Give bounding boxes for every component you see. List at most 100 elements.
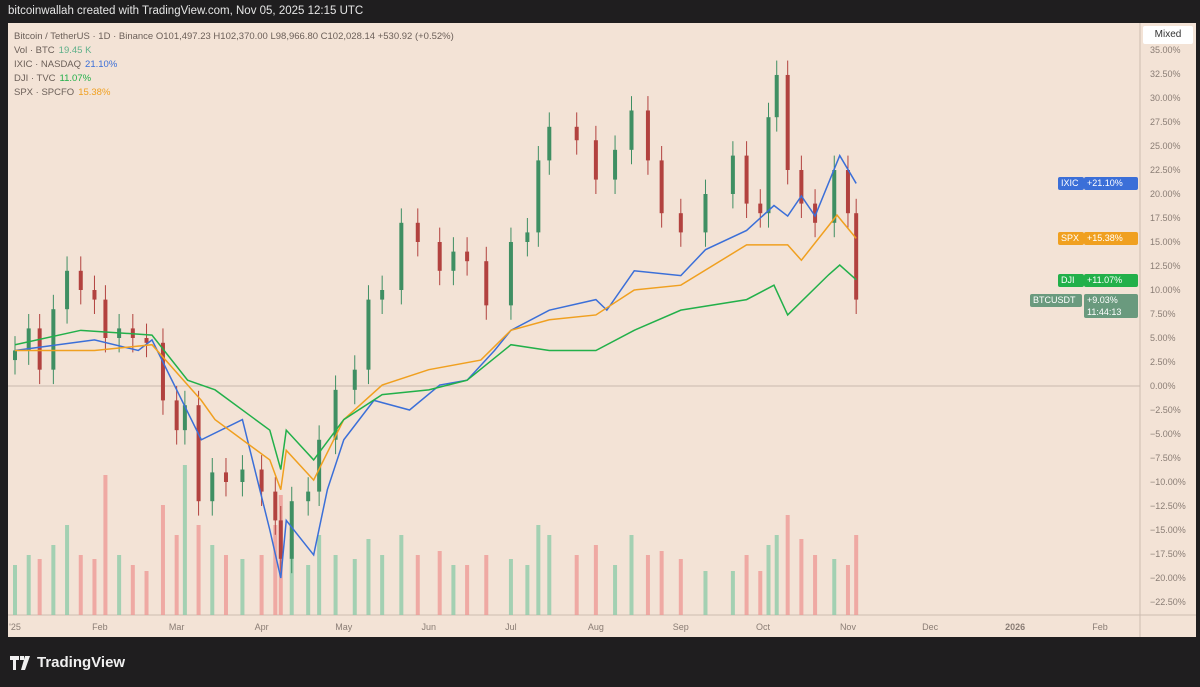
- y-tick-label: 10.00%: [1150, 285, 1181, 295]
- candle-body: [380, 290, 385, 300]
- legend-row-dji: DJI · TVC 11.07%: [14, 72, 454, 86]
- candle-body: [766, 117, 771, 214]
- candle-body: [678, 213, 683, 233]
- volume-bar: [678, 559, 683, 615]
- candle-body: [223, 472, 228, 482]
- candle-body: [92, 290, 97, 300]
- candle-body: [306, 491, 311, 502]
- volume-bar: [547, 535, 552, 615]
- y-tick-label: −20.00%: [1150, 573, 1186, 583]
- y-tick-label: −5.00%: [1150, 429, 1181, 439]
- volume-bar: [437, 551, 442, 615]
- legend-row-ixic: IXIC · NASDAQ 21.10%: [14, 58, 454, 72]
- candle-body: [854, 213, 859, 300]
- volume-bar: [659, 551, 664, 615]
- candle-body: [774, 74, 779, 118]
- y-tick-label: 17.50%: [1150, 213, 1181, 223]
- volume-bar: [117, 555, 122, 615]
- x-tick-label: Apr: [255, 622, 269, 632]
- volume-bar: [160, 505, 165, 615]
- volume-bar: [366, 539, 371, 615]
- volume-bar: [352, 559, 357, 615]
- volume-bar: [103, 475, 108, 615]
- candle-body: [273, 491, 278, 521]
- candle-body: [730, 155, 735, 194]
- x-tick-label: Dec: [922, 622, 939, 632]
- series-name-label: DJI: [1058, 273, 1084, 287]
- y-tick-label: 12.50%: [1150, 261, 1181, 271]
- candle-body: [259, 469, 264, 492]
- x-tick-label: Feb: [92, 622, 108, 632]
- candle-body: [484, 261, 489, 306]
- volume-bar: [758, 571, 763, 615]
- y-tick-label: −2.50%: [1150, 405, 1181, 415]
- scale-mode-button[interactable]: Mixed: [1143, 26, 1193, 44]
- volume-bar: [845, 565, 850, 615]
- candle-body: [845, 170, 850, 214]
- bar-countdown: 11:44:13: [1087, 306, 1122, 317]
- volume-bar: [130, 565, 135, 615]
- candle-body: [451, 251, 456, 271]
- btc-name-label: BTCUSDT: [1030, 293, 1082, 307]
- legend-value: 19.45 K: [58, 45, 92, 56]
- volume-bar: [210, 545, 215, 615]
- volume-bar: [465, 565, 470, 615]
- volume-bar: [508, 559, 513, 615]
- candle-body: [317, 439, 322, 492]
- volume-bar: [813, 555, 818, 615]
- x-tick-label: Aug: [588, 622, 604, 632]
- x-tick-label: '25: [9, 622, 21, 632]
- volume-bar: [306, 565, 311, 615]
- volume-bar: [51, 545, 56, 615]
- y-tick-label: −22.50%: [1150, 597, 1186, 607]
- volume-bar: [574, 555, 579, 615]
- volume-bar: [289, 539, 294, 615]
- candle-body: [352, 369, 357, 390]
- volume-bar: [380, 555, 385, 615]
- volume-bar: [223, 555, 228, 615]
- candle-body: [629, 110, 634, 150]
- volume-bar: [144, 571, 149, 615]
- legend-row-spx: SPX · SPCFO 15.38%: [14, 86, 454, 100]
- volume-bar: [613, 565, 618, 615]
- candle-body: [78, 270, 83, 290]
- volume-bar: [854, 535, 859, 615]
- volume-bar: [182, 465, 187, 615]
- candle-body: [13, 350, 17, 361]
- btc-change: +9.03%: [1087, 294, 1118, 305]
- candle-body: [813, 203, 818, 223]
- volume-bar: [333, 555, 338, 615]
- candle-body: [174, 400, 179, 431]
- legend-name: Vol · BTC: [14, 45, 55, 56]
- y-tick-label: −17.50%: [1150, 549, 1186, 559]
- tradingview-logo: TradingView: [10, 654, 125, 671]
- candle-body: [37, 328, 42, 370]
- legend-row-vol: Vol · BTC 19.45 K: [14, 44, 454, 58]
- volume-bar: [703, 571, 708, 615]
- chart-panel[interactable]: [8, 23, 1196, 637]
- candle-body: [240, 469, 245, 482]
- y-tick-label: −15.00%: [1150, 525, 1186, 535]
- y-tick-label: 32.50%: [1150, 69, 1181, 79]
- legend-name: IXIC · NASDAQ: [14, 59, 82, 70]
- legend-value: 21.10%: [85, 59, 118, 70]
- candle-body: [536, 160, 541, 233]
- candle-body: [645, 110, 650, 161]
- volume-bar: [37, 559, 42, 615]
- attribution-text: bitcoinwallah created with TradingView.c…: [8, 5, 364, 17]
- series-line-spx: [15, 213, 857, 490]
- y-tick-label: −12.50%: [1150, 501, 1186, 511]
- volume-bar: [451, 565, 456, 615]
- x-tick-label: May: [335, 622, 353, 632]
- candle-body: [508, 242, 513, 306]
- x-tick-label: Jul: [505, 622, 517, 632]
- x-tick-label: Feb: [1092, 622, 1108, 632]
- candle-body: [196, 405, 201, 502]
- legend-name: DJI · TVC: [14, 73, 56, 84]
- y-tick-label: 22.50%: [1150, 165, 1181, 175]
- series-line-ixic: [14, 153, 857, 579]
- volume-bar: [730, 571, 735, 615]
- series-name-label: SPX: [1058, 232, 1084, 246]
- legend-main: Bitcoin / TetherUS · 1D · Binance O101,4…: [14, 31, 454, 42]
